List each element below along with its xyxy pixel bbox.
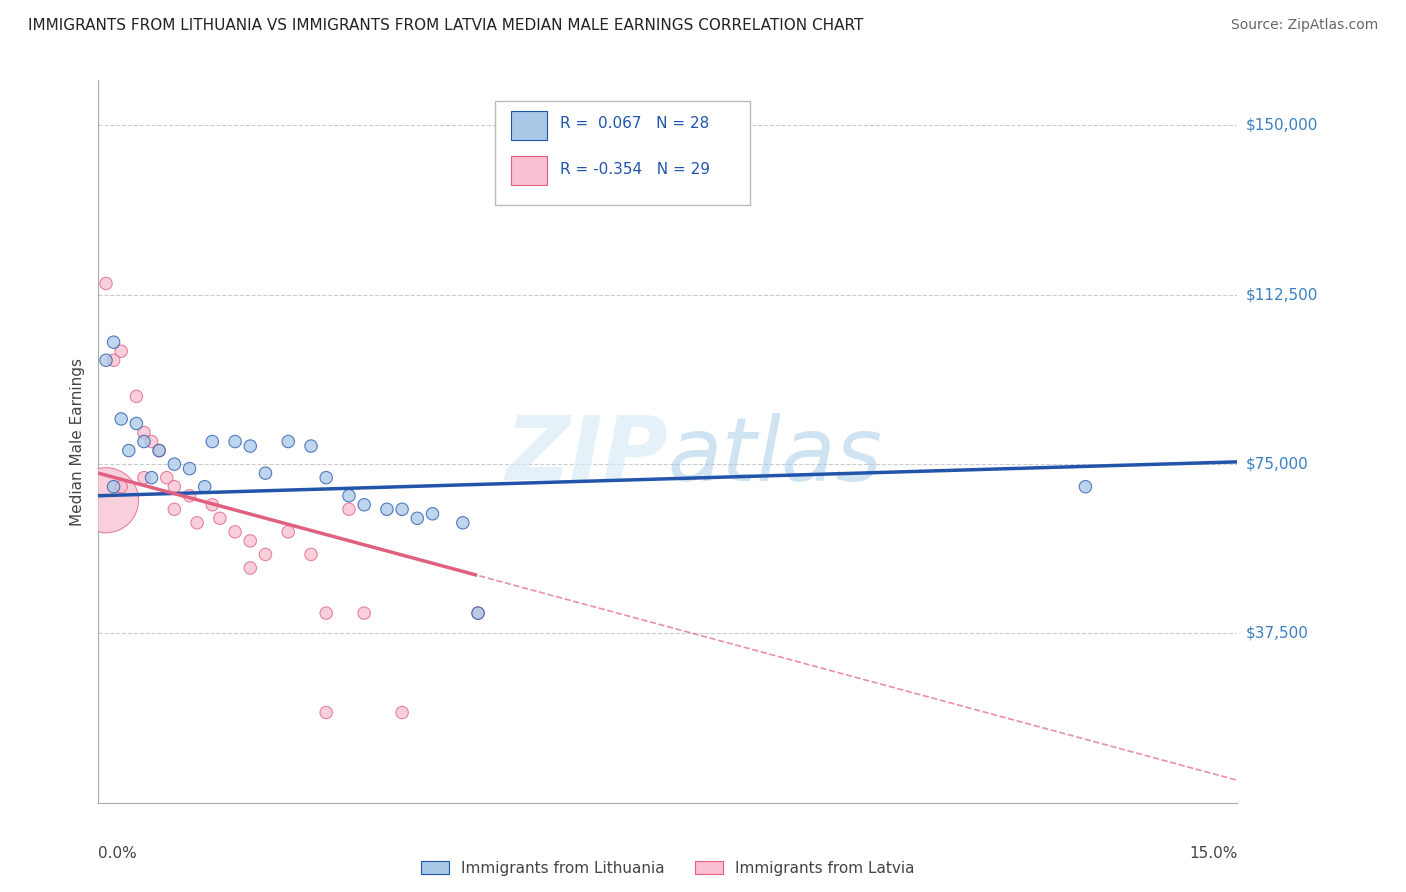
Text: ZIP: ZIP (505, 412, 668, 500)
Point (179, 489, 201, 503)
Point (391, 706, 413, 720)
Point (1074, 480, 1097, 494)
Point (201, 498, 224, 512)
Point (239, 561, 262, 575)
Point (315, 470, 337, 484)
Point (315, 606, 337, 620)
Text: $150,000: $150,000 (1246, 118, 1317, 133)
Text: $112,500: $112,500 (1246, 287, 1317, 302)
Text: IMMIGRANTS FROM LITHUANIA VS IMMIGRANTS FROM LATVIA MEDIAN MALE EARNINGS CORRELA: IMMIGRANTS FROM LITHUANIA VS IMMIGRANTS … (28, 18, 863, 33)
Point (110, 412, 132, 426)
Point (406, 511, 429, 525)
Point (239, 439, 262, 453)
Point (194, 480, 217, 494)
Point (467, 606, 489, 620)
Point (299, 548, 322, 562)
Point (94, 493, 117, 508)
Point (299, 439, 322, 453)
Point (451, 516, 474, 530)
Point (467, 606, 489, 620)
Point (375, 502, 398, 516)
Point (353, 606, 375, 620)
Text: R =  0.067   N = 28: R = 0.067 N = 28 (560, 116, 709, 131)
Point (132, 434, 155, 449)
Point (125, 389, 148, 403)
Point (239, 533, 262, 548)
Point (353, 498, 375, 512)
Point (254, 466, 277, 480)
Point (254, 548, 277, 562)
Point (163, 457, 186, 471)
Point (148, 443, 170, 458)
Point (163, 502, 186, 516)
Point (118, 443, 141, 458)
Point (186, 516, 208, 530)
Point (208, 511, 231, 525)
Point (224, 434, 246, 449)
Text: 0.0%: 0.0% (98, 847, 138, 861)
Point (337, 502, 360, 516)
Point (422, 507, 444, 521)
Point (141, 470, 163, 484)
Point (94, 277, 117, 291)
Point (277, 434, 299, 449)
Point (201, 434, 224, 449)
Point (391, 502, 413, 516)
Point (163, 480, 186, 494)
Point (132, 470, 155, 484)
Point (110, 344, 132, 359)
Point (148, 443, 170, 458)
Text: atlas: atlas (668, 413, 883, 499)
Point (179, 461, 201, 475)
Point (103, 335, 125, 350)
Text: 15.0%: 15.0% (1189, 847, 1237, 861)
Point (110, 480, 132, 494)
Text: Source: ZipAtlas.com: Source: ZipAtlas.com (1230, 18, 1378, 32)
Point (156, 470, 179, 484)
Text: $75,000: $75,000 (1246, 457, 1309, 472)
Point (94, 353, 117, 368)
Point (141, 434, 163, 449)
Point (315, 706, 337, 720)
FancyBboxPatch shape (495, 101, 749, 204)
Point (132, 425, 155, 440)
Point (224, 524, 246, 539)
Point (103, 353, 125, 368)
Y-axis label: Median Male Earnings: Median Male Earnings (69, 358, 84, 525)
FancyBboxPatch shape (510, 111, 547, 139)
Point (103, 480, 125, 494)
FancyBboxPatch shape (510, 156, 547, 185)
Text: $37,500: $37,500 (1246, 626, 1309, 641)
Legend: Immigrants from Lithuania, Immigrants from Latvia: Immigrants from Lithuania, Immigrants fr… (415, 855, 921, 882)
Text: R = -0.354   N = 29: R = -0.354 N = 29 (560, 162, 710, 178)
Point (337, 489, 360, 503)
Point (277, 524, 299, 539)
Point (125, 417, 148, 431)
